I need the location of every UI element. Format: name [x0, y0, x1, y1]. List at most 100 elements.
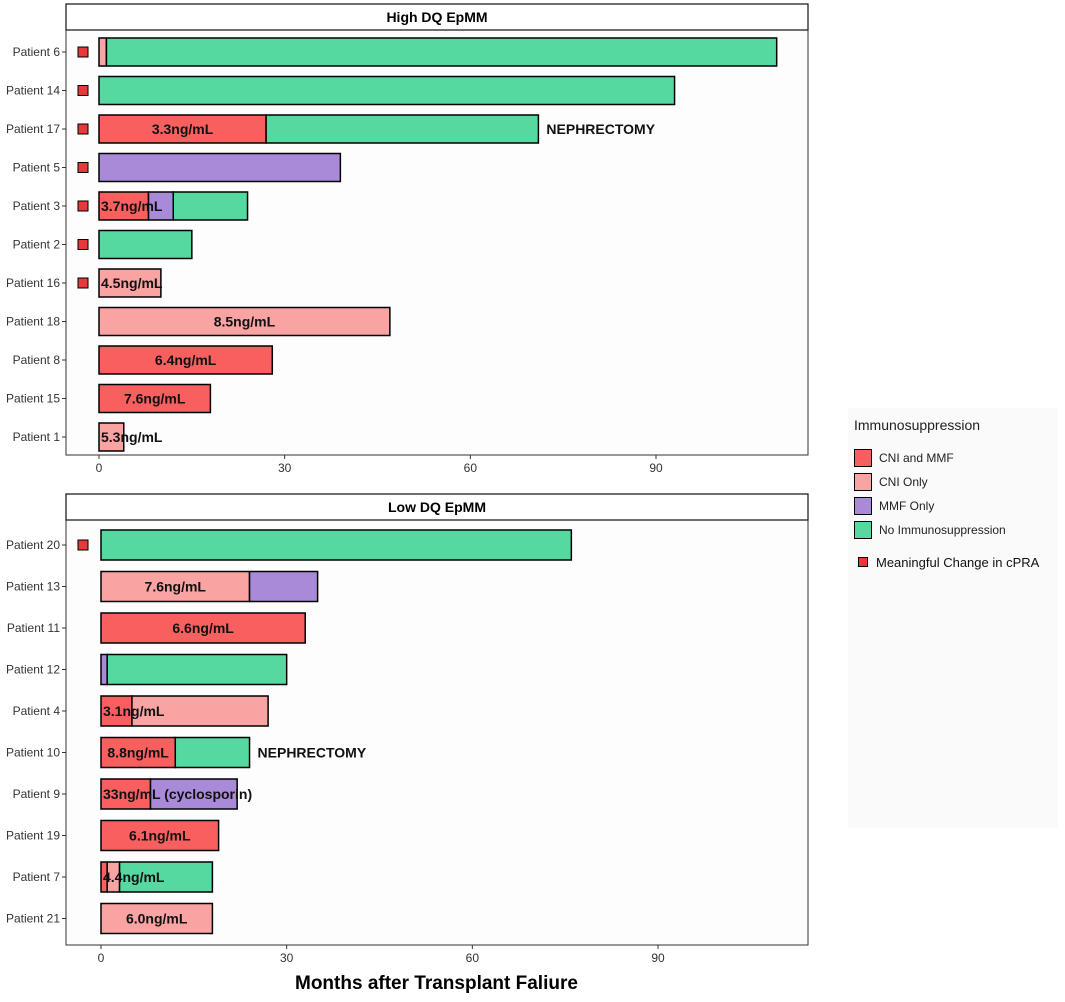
- y-tick-label: Patient 19: [6, 829, 60, 843]
- bar-label: 7.6ng/mL: [124, 391, 186, 407]
- y-tick-label: Patient 7: [13, 870, 61, 884]
- bar-label: 6.6ng/mL: [172, 620, 234, 636]
- legend-label: MMF Only: [879, 499, 935, 513]
- y-tick-label: Patient 4: [13, 704, 61, 718]
- legend-label: No Immunosuppression: [879, 523, 1006, 537]
- bar-segment-no-immunosuppression: [98, 229, 193, 260]
- bar-segment-cni-and-mmf: [98, 383, 212, 414]
- bar-segment-no-immunosuppression: [100, 529, 573, 561]
- cpra-change-marker: [77, 239, 89, 250]
- legend-item-cpra-change: Meaningful Change in cPRA: [854, 550, 1039, 574]
- legend-swatch-mmf-only: [854, 497, 872, 515]
- bar-label: 4.5ng/mL: [101, 275, 163, 291]
- bar-segment-no-immunosuppression: [172, 191, 249, 221]
- bar-segment-cni-only: [98, 306, 391, 337]
- bar-segment-no-immunosuppression: [118, 861, 214, 893]
- legend-swatch-cni-only: [854, 473, 872, 491]
- legend: Immunosuppression CNI and MMF CNI Only M…: [848, 408, 1058, 828]
- bar-segment-cni-and-mmf: [98, 191, 150, 221]
- bar-label: 5.3ng/mL: [101, 429, 163, 445]
- legend-swatch-no-immunosuppression: [854, 521, 872, 539]
- y-tick-label: Patient 12: [6, 663, 60, 677]
- cpra-change-marker: [77, 200, 89, 212]
- bar-label: 4.4ng/mL: [103, 869, 165, 885]
- cpra-change-marker: [77, 123, 89, 135]
- x-tick-label: 60: [464, 461, 478, 475]
- bar-segment-cni-and-mmf: [100, 695, 133, 727]
- bar-label: 8.8ng/mL: [107, 745, 169, 761]
- cpra-change-marker: [77, 539, 89, 551]
- bar-segment-cni-and-mmf: [98, 345, 274, 375]
- y-tick-label: Patient 8: [13, 353, 61, 367]
- panel-title: Low DQ EpMM: [388, 499, 486, 515]
- bar-segment-no-immunosuppression: [105, 37, 778, 67]
- panel-strip: [65, 493, 809, 521]
- panel-low-dq-epmm: Low DQ EpMM 0 30 60 90 Patient 20 Patient 13 7.…: [6, 493, 809, 965]
- y-tick-label: Patient 1: [13, 430, 61, 444]
- bar-label: 6.4ng/mL: [155, 352, 217, 368]
- y-tick-label: Patient 14: [6, 84, 60, 98]
- bar-segment-mmf-only: [98, 152, 342, 183]
- x-tick-label: 30: [280, 951, 294, 965]
- legend-marker-cpra-change: [858, 557, 868, 567]
- bar-label: 6.0ng/mL: [126, 911, 188, 927]
- bar-segment-no-immunosuppression: [106, 653, 288, 686]
- y-tick-label: Patient 10: [6, 746, 60, 760]
- cpra-change-marker: [77, 277, 89, 289]
- bar-segment-mmf-only: [149, 778, 238, 810]
- legend-label: CNI Only: [879, 475, 928, 489]
- bar-segment-mmf-only: [100, 653, 108, 686]
- cpra-change-marker: [77, 162, 89, 173]
- bar-segment-no-immunosuppression: [174, 736, 251, 769]
- bar-label: 3.1ng/mL: [103, 703, 165, 719]
- bar-segment-cni-only: [98, 37, 108, 67]
- x-tick-label: 30: [278, 461, 292, 475]
- x-tick-label: 90: [649, 461, 663, 475]
- bar-segment-cni-and-mmf: [100, 612, 306, 644]
- y-tick-label: Patient 9: [13, 787, 61, 801]
- bar-label: 8.5ng/mL: [214, 314, 276, 330]
- y-tick-label: Patient 16: [6, 276, 60, 290]
- legend-item-cni-only: CNI Only: [854, 470, 928, 494]
- y-tick-label: Patient 21: [6, 912, 60, 926]
- y-tick-label: Patient 17: [6, 122, 60, 136]
- bar-segment-cni-and-mmf: [100, 819, 220, 852]
- y-tick-label: Patient 15: [6, 392, 60, 406]
- y-tick-label: Patient 13: [6, 580, 60, 594]
- legend-marker-label: Meaningful Change in cPRA: [876, 554, 1040, 570]
- cpra-change-marker: [77, 46, 89, 58]
- bar-segment-cni-only: [98, 268, 162, 298]
- bar-segment-cni-and-mmf: [100, 778, 152, 810]
- panel-strip: [65, 3, 809, 31]
- bar-label: 3.3ng/mL: [152, 121, 214, 137]
- x-tick-label: 90: [651, 951, 665, 965]
- x-tick-label: 0: [96, 461, 103, 475]
- y-tick-label: Patient 18: [6, 315, 60, 329]
- panel-title: High DQ EpMM: [386, 9, 487, 25]
- bar-label: 6.1ng/mL: [129, 828, 191, 844]
- y-tick-label: Patient 2: [13, 238, 61, 252]
- legend-label: CNI and MMF: [879, 451, 954, 465]
- panel-high-dq-epmm: High DQ EpMM 0 30 60 90 Patient 6 Patient 14 Pa…: [6, 3, 809, 475]
- y-tick-label: Patient 6: [13, 45, 61, 59]
- bar-segment-no-immunosuppression: [98, 75, 676, 106]
- bar-segment-cni-only: [131, 695, 269, 727]
- y-tick-label: Patient 5: [13, 161, 61, 175]
- y-tick-label: Patient 3: [13, 199, 61, 213]
- legend-title: Immunosuppression: [854, 417, 981, 433]
- legend-item-no-immunosuppression: No Immunosuppression: [854, 518, 1006, 542]
- bar-segment-cni-only: [98, 422, 125, 452]
- legend-item-cni-and-mmf: CNI and MMF: [854, 446, 954, 470]
- bar-annotation: NEPHRECTOMY: [258, 745, 367, 761]
- legend-item-mmf-only: MMF Only: [854, 494, 934, 518]
- bar-annotation: NEPHRECTOMY: [546, 121, 655, 137]
- y-tick-label: Patient 20: [6, 538, 60, 552]
- bar-segment-cni-only: [100, 902, 214, 935]
- x-tick-label: 60: [466, 951, 480, 965]
- y-tick-label: Patient 11: [7, 621, 60, 635]
- bar-label: 33ng/mL (cyclosporin): [103, 786, 252, 802]
- bar-segment-no-immunosuppression: [265, 114, 540, 144]
- bar-label: 3.7ng/mL: [101, 198, 163, 214]
- x-axis-title: Months after Transplant Faliure: [295, 973, 578, 994]
